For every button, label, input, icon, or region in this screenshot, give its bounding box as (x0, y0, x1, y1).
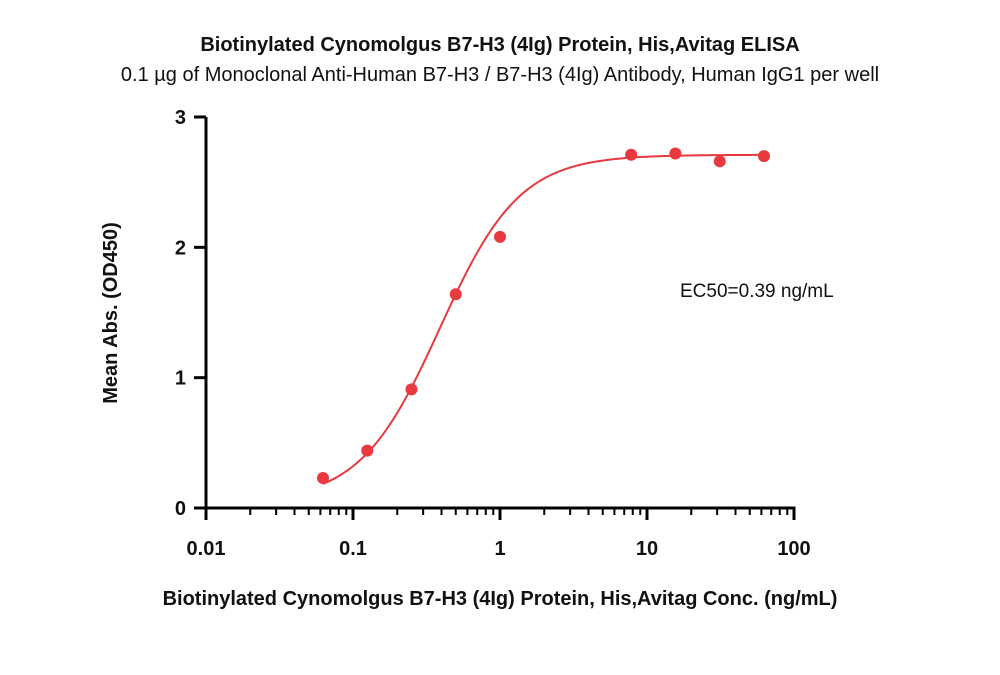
data-point (316, 472, 329, 485)
data-point (713, 155, 726, 168)
data-point (405, 383, 418, 396)
x-tick-label: 100 (777, 538, 810, 560)
y-tick-label: 3 (175, 107, 186, 129)
data-point (449, 288, 462, 301)
data-point (669, 147, 682, 160)
data-point (757, 150, 770, 163)
y-tick-label: 1 (175, 368, 186, 390)
ec50-annotation: EC50=0.39 ng/mL (680, 281, 834, 302)
data-point (494, 230, 506, 243)
y-axis-label: Mean Abs. (OD450) (100, 222, 122, 404)
chart-subtitle: 0.1 µg of Monoclonal Anti-Human B7-H3 / … (120, 64, 880, 86)
y-tick-label: 2 (175, 237, 186, 259)
y-tick-label: 0 (175, 498, 186, 520)
chart-title: Biotinylated Cynomolgus B7-H3 (4Ig) Prot… (200, 34, 800, 56)
x-tick-label: 1 (494, 538, 505, 560)
data-point (625, 148, 638, 161)
data-point (361, 444, 374, 457)
x-tick-label: 0.01 (187, 538, 226, 560)
x-tick-label: 10 (636, 538, 658, 560)
fit-curve (322, 153, 764, 485)
x-axis-label: Biotinylated Cynomolgus B7-H3 (4Ig) Prot… (163, 588, 838, 610)
x-tick-label: 0.1 (339, 538, 367, 560)
